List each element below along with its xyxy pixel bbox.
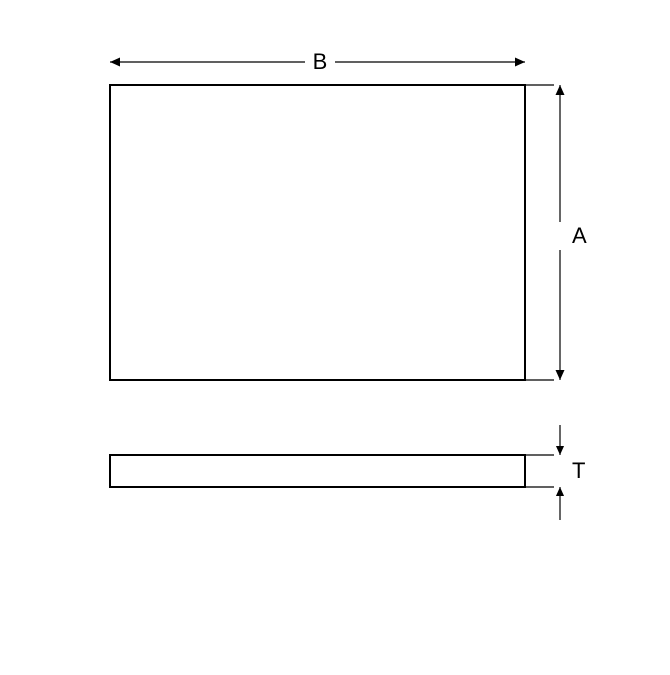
- side-view-rect: [110, 455, 525, 487]
- label-a: A: [572, 223, 587, 248]
- dimension-t: [525, 425, 564, 520]
- label-b: B: [313, 49, 328, 74]
- dimension-a: [525, 85, 565, 380]
- label-t: T: [572, 458, 585, 483]
- plan-view-rect: [110, 85, 525, 380]
- dimension-diagram: B A T: [0, 0, 670, 670]
